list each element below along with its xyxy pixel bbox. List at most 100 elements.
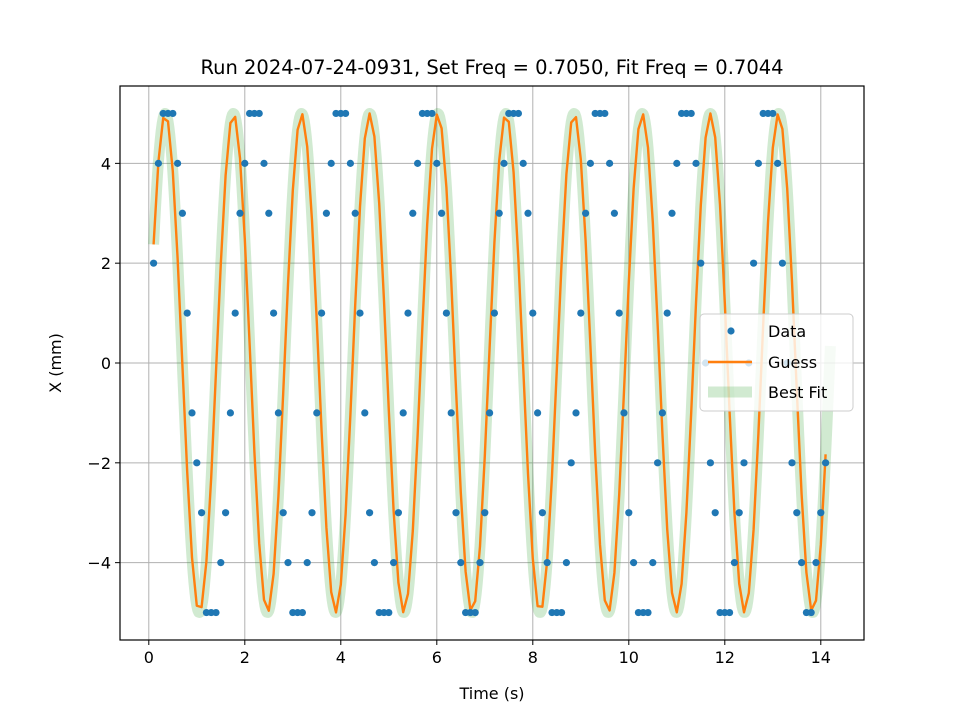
- data-point: [178, 209, 186, 217]
- data-point: [457, 559, 465, 567]
- data-point: [769, 109, 777, 118]
- data-point: [217, 559, 225, 567]
- data-point: [692, 159, 700, 167]
- data-point: [774, 159, 782, 167]
- data-point: [346, 159, 354, 167]
- data-point: [313, 409, 321, 417]
- data-point: [543, 559, 551, 567]
- data-point: [260, 159, 268, 167]
- data-point: [654, 459, 662, 467]
- data-point: [538, 509, 547, 517]
- data-point: [558, 608, 566, 617]
- data-point: [154, 159, 162, 167]
- data-point: [212, 608, 220, 617]
- legend-label-data: Data: [768, 322, 806, 341]
- chart-title: Run 2024-07-24-0931, Set Freq = 0.7050, …: [200, 56, 783, 79]
- data-point: [500, 159, 508, 167]
- y-axis-label: X (mm): [46, 333, 65, 393]
- data-point: [270, 309, 278, 317]
- data-point: [327, 159, 335, 167]
- legend-label-fit: Best Fit: [768, 383, 827, 402]
- y-tick-label: −2: [87, 454, 111, 473]
- data-point: [404, 309, 412, 317]
- x-tick-label: 12: [715, 648, 735, 667]
- data-point: [399, 409, 407, 417]
- y-tick-label: 2: [101, 254, 111, 273]
- data-point: [193, 459, 201, 467]
- data-point: [438, 209, 446, 217]
- data-point: [754, 159, 763, 167]
- data-point: [495, 209, 503, 217]
- data-point: [351, 209, 359, 217]
- data-point: [817, 509, 825, 517]
- data-point: [308, 509, 316, 517]
- data-point: [390, 559, 398, 567]
- data-point: [524, 209, 532, 217]
- guess-line: [152, 112, 827, 614]
- data-point: [150, 259, 158, 267]
- data-point: [610, 209, 619, 217]
- data-points: [150, 109, 830, 617]
- data-point: [284, 559, 292, 567]
- data-point: [514, 109, 523, 118]
- data-point: [601, 109, 609, 118]
- data-point: [807, 608, 815, 617]
- data-point: [620, 409, 628, 417]
- data-point: [711, 509, 719, 517]
- data-point: [822, 459, 830, 467]
- data-point: [586, 159, 595, 167]
- data-point: [428, 109, 436, 118]
- x-tick-label: 0: [144, 648, 154, 667]
- data-point: [169, 109, 177, 118]
- legend: Data Guess Best Fit: [699, 313, 854, 412]
- plot-area: [148, 107, 836, 618]
- data-point: [385, 608, 393, 617]
- data-point: [615, 309, 623, 317]
- data-point: [342, 109, 350, 118]
- data-point: [529, 309, 537, 317]
- legend-label-guess: Guess: [768, 353, 817, 372]
- data-point: [222, 509, 230, 517]
- data-point: [730, 559, 739, 567]
- data-point: [534, 409, 542, 417]
- data-point: [183, 309, 191, 317]
- data-point: [303, 559, 311, 567]
- data-point: [433, 159, 441, 167]
- data-point: [750, 259, 758, 267]
- data-point: [298, 608, 306, 617]
- data-point: [486, 409, 494, 417]
- data-point: [788, 459, 796, 467]
- data-point: [265, 209, 273, 217]
- data-point: [414, 159, 422, 167]
- x-tick-label: 4: [336, 648, 346, 667]
- data-point: [274, 409, 282, 417]
- data-point: [793, 509, 801, 517]
- data-point: [606, 159, 614, 167]
- data-point: [673, 159, 681, 167]
- data-point: [562, 559, 571, 567]
- data-point: [630, 559, 638, 567]
- x-tick-label: 14: [811, 648, 831, 667]
- data-point: [394, 509, 402, 517]
- data-point: [361, 409, 369, 417]
- data-point: [236, 209, 244, 217]
- data-point: [198, 509, 206, 517]
- data-point: [476, 559, 484, 567]
- x-tick-label: 2: [240, 648, 250, 667]
- data-point: [231, 309, 239, 317]
- x-tick-label: 8: [528, 648, 538, 667]
- data-point: [644, 608, 652, 617]
- data-point: [481, 509, 489, 517]
- data-point: [490, 309, 498, 317]
- data-point: [226, 409, 234, 417]
- legend-data-marker: [727, 327, 735, 335]
- y-axis-ticks: −4 −2 0 2 4: [87, 154, 120, 573]
- x-tick-label: 6: [432, 648, 442, 667]
- data-point: [706, 459, 715, 467]
- data-point: [370, 559, 378, 567]
- data-point: [567, 459, 575, 467]
- data-point: [442, 309, 450, 317]
- y-tick-label: 0: [101, 354, 111, 373]
- y-tick-label: −4: [87, 554, 111, 573]
